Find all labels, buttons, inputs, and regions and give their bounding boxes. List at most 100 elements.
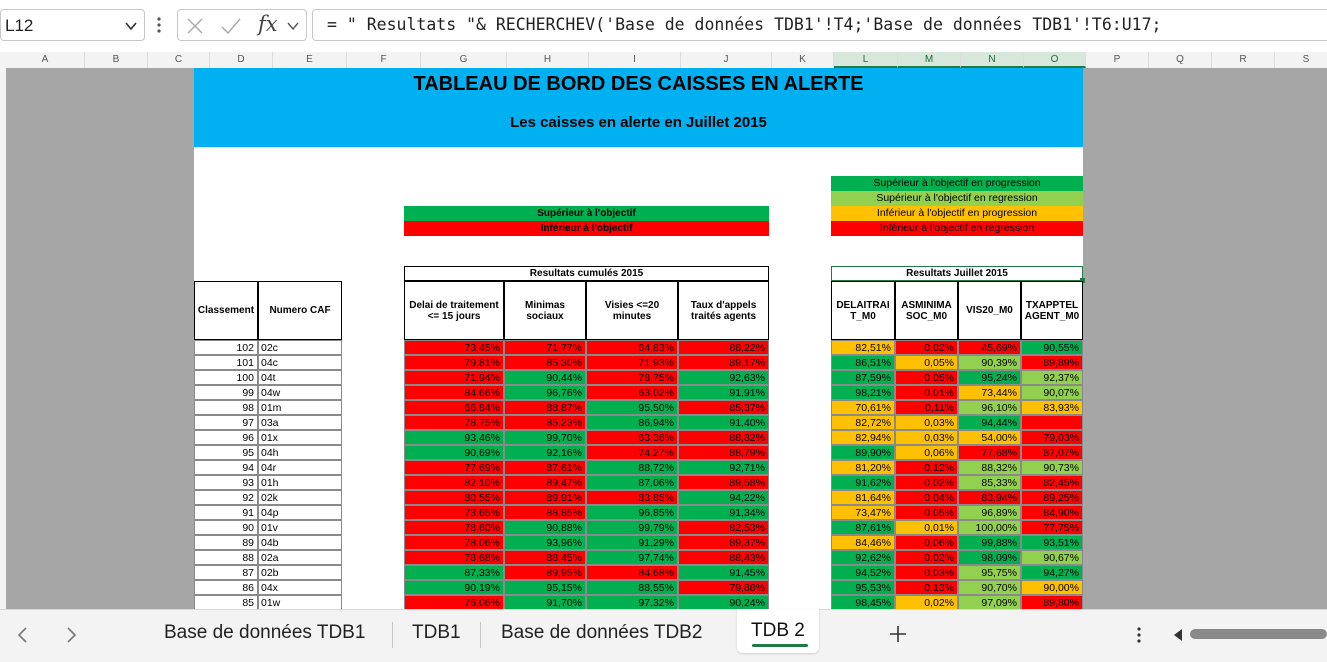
cell-month-value[interactable]: 98,21% [831, 385, 895, 400]
column-header-k[interactable]: K [772, 52, 834, 68]
cell-cumul-value[interactable]: 95,15% [504, 580, 586, 595]
cell-month-value[interactable]: 90,73% [1021, 460, 1083, 475]
cell-month-value[interactable]: 84,90% [1021, 505, 1083, 520]
cell-month-value[interactable]: 98,45% [831, 595, 895, 610]
cell-cumul-value[interactable]: 92,63% [678, 370, 769, 385]
cell-month-value[interactable]: 0,13% [895, 580, 958, 595]
cell-classement[interactable]: 90 [194, 520, 258, 535]
column-header-c[interactable]: C [148, 52, 210, 68]
cell-month-value[interactable]: 89,90% [831, 445, 895, 460]
cell-month-value[interactable]: 95,24% [958, 370, 1021, 385]
cell-numero-caf[interactable]: 03a [258, 415, 342, 430]
cell-cumul-value[interactable]: 89,37% [678, 535, 769, 550]
cell-month-value[interactable]: 87,07% [1021, 445, 1083, 460]
cell-month-value[interactable]: 96,89% [958, 505, 1021, 520]
column-header-f[interactable]: F [347, 52, 421, 68]
cell-month-value[interactable]: 0,04% [895, 490, 958, 505]
cell-month-value[interactable]: 91,62% [831, 475, 895, 490]
column-header-m[interactable]: M [898, 52, 961, 68]
column-header-a[interactable]: A [6, 52, 85, 68]
cell-cumul-value[interactable]: 63,02% [586, 385, 678, 400]
cell-cumul-value[interactable]: 92,16% [504, 445, 586, 460]
cell-month-value[interactable]: 0,05% [895, 505, 958, 520]
cell-cumul-value[interactable]: 79,81% [404, 355, 504, 370]
cell-cumul-value[interactable]: 97,74% [586, 550, 678, 565]
cell-classement[interactable]: 86 [194, 580, 258, 595]
name-box[interactable]: L12 [0, 9, 145, 41]
cell-month-value[interactable]: 86,51% [831, 355, 895, 370]
cell-cumul-value[interactable]: 88,85% [504, 505, 586, 520]
add-sheet-icon[interactable] [888, 624, 908, 644]
cell-cumul-value[interactable]: 99,70% [504, 430, 586, 445]
cell-month-value[interactable]: 77,68% [958, 445, 1021, 460]
cell-cumul-value[interactable]: 63,36% [586, 430, 678, 445]
cell-month-value[interactable]: 0,01% [895, 520, 958, 535]
more-options-icon[interactable] [1136, 626, 1142, 644]
cell-cumul-value[interactable]: 95,50% [586, 400, 678, 415]
cancel-icon[interactable] [186, 17, 204, 35]
cell-month-value[interactable]: 0,02% [895, 475, 958, 490]
cell-month-value[interactable]: 54,00% [958, 430, 1021, 445]
cell-cumul-value[interactable]: 82,53% [678, 520, 769, 535]
cell-month-value[interactable]: 99,88% [958, 535, 1021, 550]
cell-numero-caf[interactable]: 01m [258, 400, 342, 415]
cell-cumul-value[interactable]: 92,71% [678, 460, 769, 475]
chevron-down-icon[interactable] [286, 19, 300, 33]
tab-tdb1[interactable]: TDB1 [412, 622, 461, 643]
insert-function-icon[interactable]: fx [258, 12, 278, 36]
cell-month-value[interactable]: 77,75% [1021, 520, 1083, 535]
cell-classement[interactable]: 91 [194, 505, 258, 520]
cell-cumul-value[interactable]: 79,88% [678, 580, 769, 595]
cell-cumul-value[interactable]: 88,79% [678, 445, 769, 460]
cell-month-value[interactable]: 93,51% [1021, 535, 1083, 550]
cell-classement[interactable]: 88 [194, 550, 258, 565]
cell-cumul-value[interactable]: 73,45% [404, 340, 504, 355]
cell-month-value[interactable]: 83,94% [958, 490, 1021, 505]
cell-month-value[interactable]: 0,05% [895, 355, 958, 370]
cell-numero-caf[interactable]: 02a [258, 550, 342, 565]
cell-month-value[interactable]: 94,27% [1021, 565, 1083, 580]
tab-base-tdb1[interactable]: Base de données TDB1 [164, 622, 366, 643]
chevron-down-icon[interactable] [123, 18, 139, 34]
cell-cumul-value[interactable]: 88,82% [678, 430, 769, 445]
cell-cumul-value[interactable]: 78,60% [404, 520, 504, 535]
cell-cumul-value[interactable]: 90,19% [404, 580, 504, 595]
cell-month-value[interactable]: 85,33% [958, 475, 1021, 490]
cell-cumul-value[interactable]: 83,85% [586, 490, 678, 505]
cell-cumul-value[interactable]: 77,69% [404, 460, 504, 475]
cell-month-value[interactable]: 89,25% [1021, 490, 1083, 505]
cell-cumul-value[interactable]: 78,75% [586, 370, 678, 385]
cell-classement[interactable]: 92 [194, 490, 258, 505]
column-header-b[interactable]: B [85, 52, 148, 68]
column-header-j[interactable]: J [681, 52, 772, 68]
column-header-i[interactable]: I [589, 52, 681, 68]
cell-month-value[interactable]: 0,02% [895, 340, 958, 355]
cell-month-value[interactable]: 98,09% [958, 550, 1021, 565]
cell-cumul-value[interactable]: 91,91% [678, 385, 769, 400]
cell-classement[interactable]: 97 [194, 415, 258, 430]
cell-numero-caf[interactable]: 04h [258, 445, 342, 460]
cell-cumul-value[interactable]: 76,06% [404, 595, 504, 610]
column-header-g[interactable]: G [421, 52, 507, 68]
cell-cumul-value[interactable]: 96,85% [586, 505, 678, 520]
cell-cumul-value[interactable]: 91,40% [678, 415, 769, 430]
cell-cumul-value[interactable]: 66,84% [404, 400, 504, 415]
cell-month-value[interactable]: 0,02% [895, 595, 958, 610]
cell-cumul-value[interactable]: 89,91% [504, 490, 586, 505]
cell-classement[interactable]: 87 [194, 565, 258, 580]
cell-cumul-value[interactable]: 82,10% [404, 475, 504, 490]
cell-cumul-value[interactable]: 88,72% [586, 460, 678, 475]
cell-cumul-value[interactable]: 90,44% [504, 370, 586, 385]
cell-classement[interactable]: 98 [194, 400, 258, 415]
cell-cumul-value[interactable]: 84,66% [404, 385, 504, 400]
cell-cumul-value[interactable]: 85,30% [504, 355, 586, 370]
horizontal-scrollbar[interactable] [1190, 629, 1327, 639]
cell-cumul-value[interactable]: 89,95% [504, 565, 586, 580]
cell-cumul-value[interactable]: 80,55% [404, 490, 504, 505]
cell-month-value[interactable]: 90,67% [1021, 550, 1083, 565]
column-header-e[interactable]: E [273, 52, 347, 68]
cell-cumul-value[interactable]: 93,46% [404, 430, 504, 445]
cell-month-value[interactable]: 0,05% [895, 370, 958, 385]
group-header-month[interactable]: Resultats Juillet 2015 [831, 266, 1083, 281]
cell-cumul-value[interactable]: 85,23% [504, 415, 586, 430]
